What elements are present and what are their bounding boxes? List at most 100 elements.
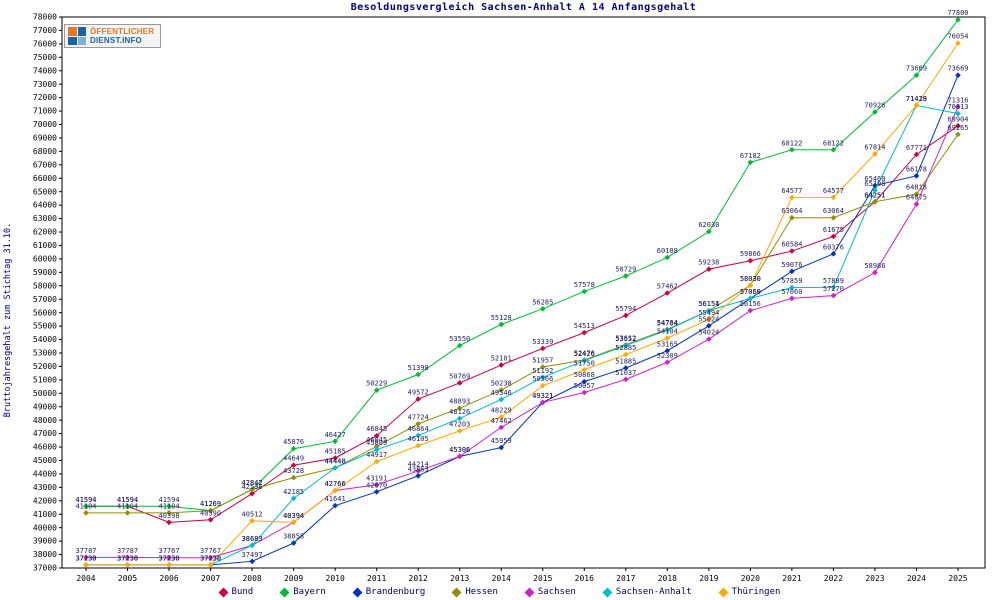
- value-label: 64577: [823, 187, 844, 195]
- y-tick-label: 64000: [33, 201, 57, 210]
- value-label: 71428: [906, 95, 927, 103]
- value-label: 67771: [906, 144, 927, 152]
- value-label: 57578: [574, 281, 595, 289]
- value-label: 41594: [117, 496, 138, 504]
- data-point: [332, 502, 338, 509]
- data-point: [706, 316, 712, 323]
- x-tick-label: 2011: [367, 574, 386, 583]
- y-tick-label: 53000: [33, 349, 57, 358]
- data-point: [747, 257, 754, 264]
- data-point: [581, 389, 588, 396]
- value-label: 52476: [574, 350, 595, 358]
- value-label: 64818: [906, 184, 927, 192]
- value-label: 61675: [823, 226, 844, 234]
- y-tick-label: 76000: [33, 39, 57, 48]
- x-tick-label: 2006: [159, 574, 178, 583]
- value-label: 73669: [947, 65, 968, 73]
- value-label: 45959: [491, 437, 512, 445]
- series-line-bayern: [86, 19, 959, 512]
- value-label: 42842: [242, 479, 263, 487]
- value-label: 37230: [75, 554, 96, 562]
- series-th-ringen: [83, 40, 961, 568]
- data-point: [955, 72, 961, 79]
- data-point: [124, 554, 131, 561]
- value-label: 41104: [75, 502, 96, 510]
- data-point: [373, 387, 380, 394]
- value-label: 50057: [574, 382, 595, 390]
- x-tick-label: 2019: [699, 574, 718, 583]
- value-label: 50238: [491, 380, 512, 388]
- data-point: [415, 421, 421, 427]
- data-point: [332, 455, 338, 461]
- value-label: 58030: [740, 275, 761, 283]
- data-point: [332, 487, 338, 494]
- value-label: 48893: [449, 398, 470, 406]
- data-point: [830, 251, 837, 257]
- data-point: [664, 359, 671, 366]
- data-point: [290, 462, 297, 469]
- data-point: [789, 214, 795, 221]
- data-point: [789, 194, 795, 201]
- legend-label: Bayern: [293, 587, 326, 597]
- legend-swatch-th-ringen: [718, 587, 729, 597]
- y-tick-label: 73000: [33, 80, 57, 89]
- legend-label: Sachsen-Anhalt: [615, 587, 692, 597]
- value-label: 47462: [491, 417, 512, 425]
- value-label: 37230: [117, 554, 138, 562]
- data-point: [207, 516, 214, 523]
- value-label: 46045: [366, 436, 387, 444]
- value-label: 44448: [325, 457, 346, 465]
- y-tick-label: 70000: [33, 120, 57, 129]
- value-label: 38683: [242, 535, 263, 543]
- data-point: [913, 173, 920, 179]
- value-label: 56156: [740, 300, 761, 308]
- value-label: 71316: [947, 96, 968, 104]
- data-point: [249, 490, 255, 497]
- value-label: 38683: [242, 535, 263, 543]
- data-point: [872, 182, 878, 189]
- value-label: 58729: [615, 265, 636, 273]
- x-tick-label: 2017: [616, 574, 635, 583]
- y-tick-label: 75000: [33, 53, 57, 62]
- y-tick-label: 42000: [33, 496, 57, 505]
- data-point: [955, 131, 961, 138]
- legend-label: Hessen: [465, 587, 498, 597]
- data-point: [249, 542, 255, 549]
- value-label: 56154: [698, 300, 719, 308]
- y-tick-label: 58000: [33, 281, 57, 290]
- y-tick-label: 69000: [33, 134, 57, 143]
- data-point: [456, 453, 463, 460]
- value-label: 54104: [657, 328, 678, 336]
- value-label: 48126: [449, 408, 470, 416]
- data-point: [207, 507, 214, 514]
- value-label: 66178: [906, 165, 927, 173]
- value-label: 37787: [117, 547, 138, 555]
- y-tick-label: 57000: [33, 295, 57, 304]
- x-tick-label: 2014: [492, 574, 511, 583]
- value-label: 42766: [325, 480, 346, 488]
- y-tick-label: 62000: [33, 228, 57, 237]
- data-point: [872, 151, 878, 157]
- data-point: [373, 458, 380, 465]
- data-point: [207, 562, 214, 568]
- data-point: [83, 554, 89, 561]
- value-label: 52309: [657, 352, 678, 360]
- data-point: [747, 282, 754, 289]
- data-point: [789, 284, 795, 291]
- data-point: [498, 396, 505, 403]
- data-point: [830, 146, 837, 153]
- value-label: 37767: [200, 547, 221, 555]
- data-point: [498, 444, 505, 451]
- value-label: 41104: [159, 502, 180, 510]
- plot-border: [61, 16, 986, 569]
- value-label: 60584: [781, 241, 802, 249]
- legend-label: Bund: [231, 587, 254, 597]
- value-label: 46845: [366, 425, 387, 433]
- data-point: [539, 374, 546, 381]
- value-label: 49546: [491, 389, 512, 397]
- value-label: 42842: [242, 479, 263, 487]
- data-point: [415, 442, 421, 449]
- legend-item-sachsen: Sachsen: [524, 587, 576, 597]
- data-point: [373, 432, 380, 439]
- x-tick-label: 2007: [201, 574, 220, 583]
